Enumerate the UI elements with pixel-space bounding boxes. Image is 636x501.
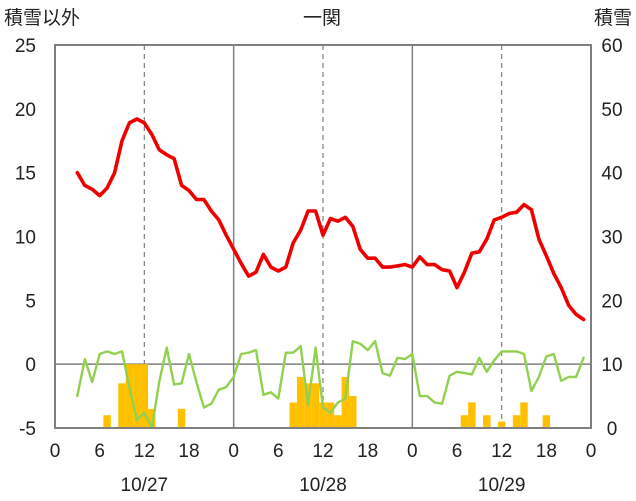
snow-bar — [497, 421, 506, 428]
right-tick-label: 0 — [607, 419, 618, 440]
red-series-line — [75, 117, 586, 322]
left-tick-label: -5 — [19, 419, 36, 440]
right-tick-label: 60 — [601, 36, 622, 57]
x-tick-label: 6 — [94, 441, 105, 462]
snow-bar — [177, 408, 186, 428]
right-tick-label: 20 — [601, 291, 622, 312]
right-axis-title: 積雪 — [594, 7, 632, 29]
left-tick-label: 5 — [25, 291, 36, 312]
snow-bar — [349, 396, 357, 428]
x-tick-label: 12 — [491, 441, 512, 462]
snow-bar — [483, 415, 491, 428]
snow-bar — [311, 383, 320, 428]
left-tick-label: 20 — [15, 100, 36, 121]
date-label: 10/27 — [121, 475, 169, 496]
date-labels: 10/27 10/28 10/29 — [121, 475, 526, 496]
chart-title: 一関 — [303, 8, 341, 29]
x-tick-label: 0 — [228, 441, 239, 462]
right-tick-label: 30 — [601, 228, 622, 249]
x-tick-label: 6 — [273, 441, 284, 462]
x-tick-label: 18 — [536, 441, 557, 462]
snow-bar — [520, 402, 528, 428]
left-tick-label: 10 — [15, 228, 36, 249]
snow-bar — [140, 364, 149, 428]
snow-bar — [542, 415, 551, 428]
x-tick-label: 0 — [50, 441, 61, 462]
x-tick-label: 12 — [312, 441, 333, 462]
series-lines — [75, 117, 586, 430]
snow-bar — [341, 376, 350, 428]
plot-frame — [54, 44, 592, 429]
x-tick-label: 18 — [178, 441, 199, 462]
x-tick-label: 0 — [407, 441, 418, 462]
right-tick-label: 40 — [601, 164, 622, 185]
snow-bar — [512, 415, 521, 428]
snow-bar — [468, 402, 476, 428]
x-tick-label: 0 — [586, 441, 597, 462]
snow-bar — [289, 402, 297, 428]
x-axis-ticks: 0 6 12 18 0 6 12 18 0 6 12 18 0 — [50, 441, 597, 462]
left-axis-ticks: 25 20 15 10 5 0 -5 — [15, 36, 36, 440]
snow-bars — [103, 364, 551, 428]
snow-bar — [334, 415, 342, 428]
left-axis-title: 積雪以外 — [4, 7, 80, 29]
snow-bar — [125, 364, 134, 428]
snow-bar — [460, 415, 469, 428]
snow-bar — [326, 402, 335, 428]
left-tick-label: 25 — [15, 36, 36, 57]
snow-bar — [103, 415, 111, 428]
x-tick-label: 6 — [452, 441, 463, 462]
left-tick-label: 15 — [15, 164, 36, 185]
snow-bar — [296, 376, 305, 428]
date-label: 10/29 — [478, 475, 526, 496]
snow-bar — [319, 402, 327, 428]
x-tick-label: 12 — [134, 441, 155, 462]
snow-bar — [148, 408, 156, 428]
snow-bar — [118, 383, 126, 428]
date-label: 10/28 — [299, 475, 347, 496]
right-tick-label: 10 — [601, 355, 622, 376]
snow-bar — [133, 364, 141, 428]
right-tick-label: 50 — [601, 100, 622, 121]
left-tick-label: 0 — [25, 355, 36, 376]
right-axis-ticks: 60 50 40 30 20 10 0 — [601, 36, 622, 440]
x-tick-label: 18 — [357, 441, 378, 462]
green-series-line — [76, 340, 585, 430]
